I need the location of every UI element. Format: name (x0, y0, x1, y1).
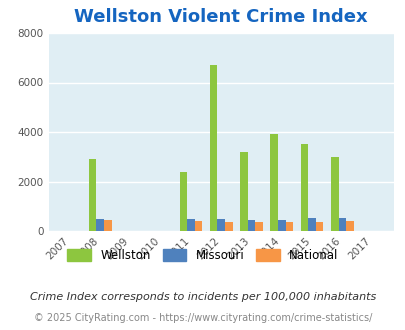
Bar (255, 222, 262, 231)
Bar (338, 218, 345, 231)
Bar (300, 145, 307, 231)
Bar (330, 157, 338, 231)
Text: Crime Index corresponds to incidents per 100,000 inhabitants: Crime Index corresponds to incidents per… (30, 292, 375, 302)
Text: © 2025 CityRating.com - https://www.cityrating.com/crime-statistics/: © 2025 CityRating.com - https://www.city… (34, 314, 371, 323)
Bar (285, 222, 292, 231)
Bar (104, 220, 111, 231)
Bar (247, 220, 255, 231)
Bar (307, 218, 315, 231)
Bar (270, 135, 277, 231)
Bar (209, 65, 217, 231)
Bar (277, 220, 285, 231)
Legend: Wellston, Missouri, National: Wellston, Missouri, National (62, 244, 343, 266)
Bar (96, 219, 104, 231)
Bar (345, 221, 353, 231)
Bar (194, 221, 202, 231)
Bar (187, 219, 194, 231)
Bar (217, 219, 224, 231)
Bar (89, 159, 96, 231)
Bar (240, 152, 247, 231)
Bar (315, 222, 323, 231)
Bar (179, 172, 187, 231)
Bar (224, 222, 232, 231)
Title: Wellston Violent Crime Index: Wellston Violent Crime Index (74, 8, 367, 26)
